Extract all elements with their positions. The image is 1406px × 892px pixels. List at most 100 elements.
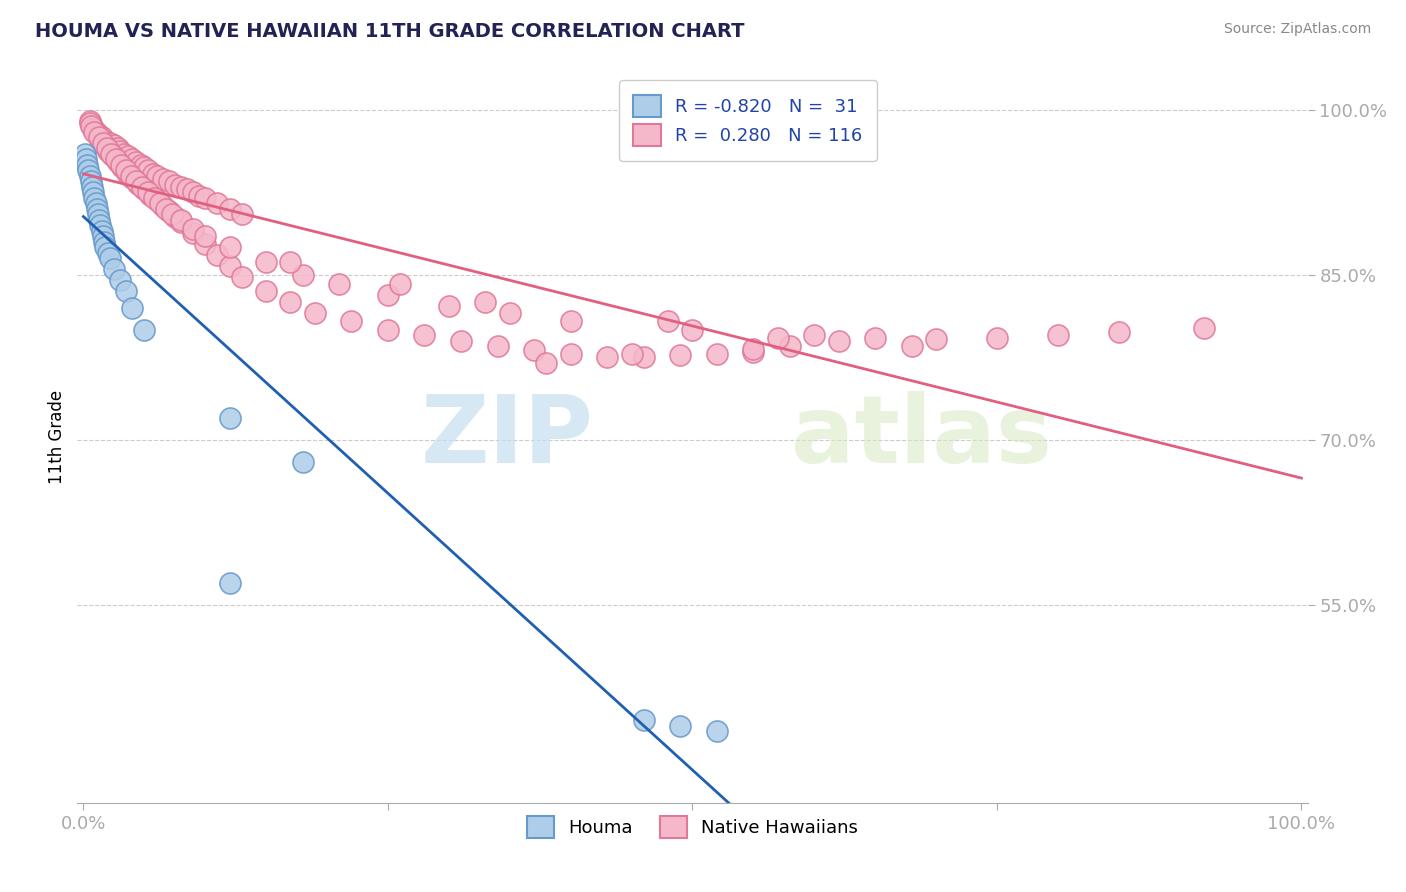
Point xyxy=(207,248,229,262)
Point xyxy=(127,177,149,191)
Point xyxy=(706,724,728,739)
Point xyxy=(304,306,326,320)
Point xyxy=(91,229,114,244)
Point xyxy=(328,277,350,291)
Point xyxy=(218,575,240,590)
Point xyxy=(94,240,117,254)
Point xyxy=(863,330,886,344)
Point xyxy=(136,186,159,200)
Legend: Houma, Native Hawaiians: Houma, Native Hawaiians xyxy=(519,808,866,845)
Point xyxy=(125,154,148,169)
Point xyxy=(93,138,115,153)
Point xyxy=(89,132,111,146)
Point xyxy=(536,356,558,370)
Point xyxy=(706,347,728,361)
Point xyxy=(803,328,825,343)
Point xyxy=(181,226,204,240)
Point xyxy=(162,207,184,221)
Point xyxy=(115,285,138,299)
Point xyxy=(117,149,139,163)
Point xyxy=(633,351,655,365)
Point xyxy=(80,179,103,194)
Point xyxy=(98,252,121,266)
Point xyxy=(143,191,166,205)
Point xyxy=(170,215,193,229)
Point xyxy=(560,347,582,361)
Point xyxy=(83,125,105,139)
Point xyxy=(377,287,399,301)
Point xyxy=(80,174,103,188)
Point xyxy=(89,130,111,145)
Point xyxy=(129,158,152,172)
Point xyxy=(413,328,436,343)
Point xyxy=(89,212,111,227)
Point xyxy=(742,342,765,356)
Point xyxy=(194,191,217,205)
Point xyxy=(280,254,302,268)
Point xyxy=(117,165,139,179)
Point xyxy=(766,330,789,344)
Point xyxy=(98,136,121,150)
Point xyxy=(145,193,167,207)
Point xyxy=(742,344,765,359)
Point xyxy=(125,174,148,188)
Point xyxy=(112,146,135,161)
Point xyxy=(207,196,229,211)
Point xyxy=(97,144,120,158)
Point xyxy=(96,141,118,155)
Point xyxy=(377,323,399,337)
Point xyxy=(101,149,124,163)
Point xyxy=(633,714,655,728)
Point xyxy=(94,134,117,148)
Point xyxy=(75,153,97,167)
Point xyxy=(1046,328,1069,343)
Point xyxy=(181,221,204,235)
Point xyxy=(73,146,96,161)
Point xyxy=(134,323,156,337)
Point xyxy=(80,120,103,134)
Point xyxy=(194,229,217,244)
Point xyxy=(291,455,314,469)
Point xyxy=(82,186,104,200)
Point xyxy=(254,254,277,268)
Point xyxy=(108,144,131,158)
Point xyxy=(111,160,134,174)
Point xyxy=(80,120,103,134)
Point xyxy=(121,301,143,315)
Point xyxy=(1108,325,1130,339)
Point xyxy=(97,245,120,260)
Point xyxy=(76,158,98,172)
Point xyxy=(157,174,180,188)
Point xyxy=(231,270,253,285)
Point xyxy=(77,163,100,178)
Point xyxy=(155,202,177,216)
Point xyxy=(669,719,692,733)
Point xyxy=(86,202,108,216)
Point xyxy=(134,182,156,196)
Point xyxy=(218,202,240,216)
Point xyxy=(149,196,172,211)
Point xyxy=(103,138,125,153)
Point xyxy=(170,179,193,194)
Text: Source: ZipAtlas.com: Source: ZipAtlas.com xyxy=(1223,22,1371,37)
Point xyxy=(121,153,143,167)
Point xyxy=(231,207,253,221)
Point xyxy=(83,191,105,205)
Point xyxy=(523,343,546,357)
Point xyxy=(86,127,108,141)
Point xyxy=(79,169,101,183)
Point xyxy=(682,323,704,337)
Point xyxy=(280,295,302,310)
Point xyxy=(986,330,1008,344)
Point xyxy=(121,171,143,186)
Point xyxy=(152,198,174,212)
Point xyxy=(115,163,138,178)
Point xyxy=(152,172,174,186)
Text: atlas: atlas xyxy=(792,391,1052,483)
Point xyxy=(340,314,363,328)
Point xyxy=(110,158,132,172)
Point xyxy=(79,113,101,128)
Point xyxy=(93,235,115,249)
Point xyxy=(79,116,101,130)
Point xyxy=(87,127,110,141)
